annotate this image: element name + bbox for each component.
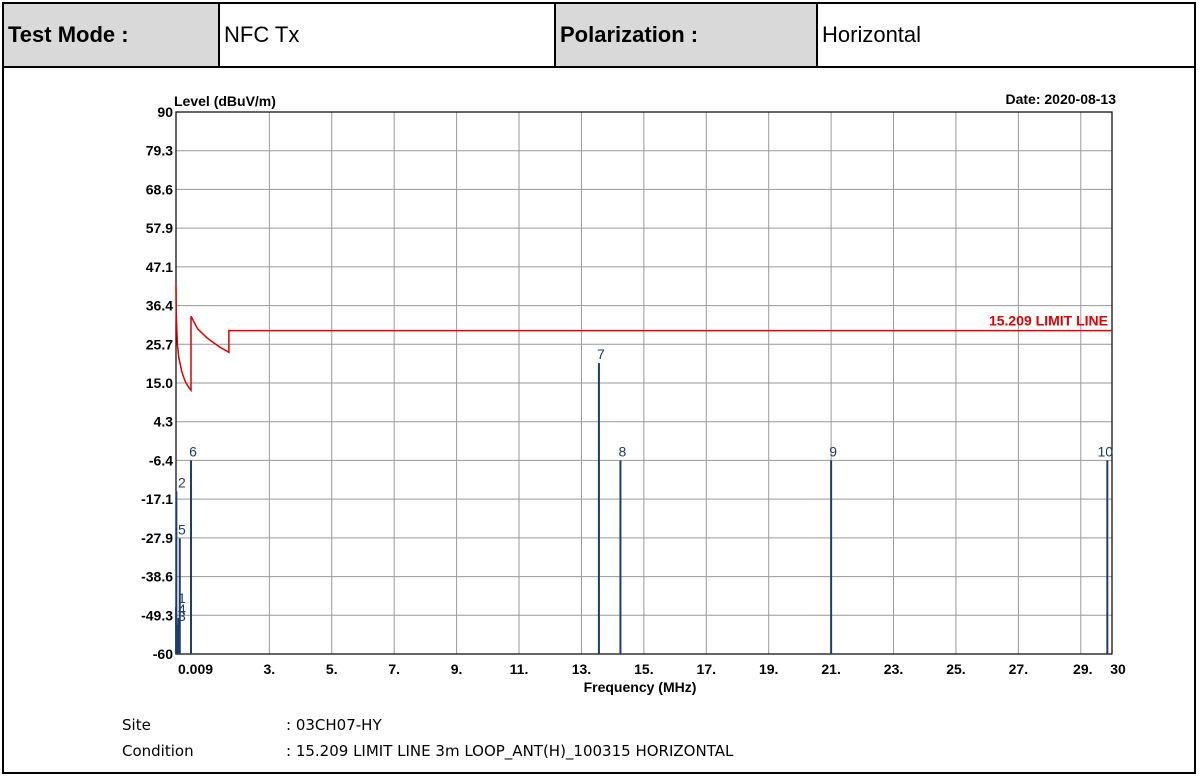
- header-table: Test Mode : NFC Tx Polarization : Horizo…: [4, 4, 1194, 68]
- measurement-label: 3: [178, 608, 186, 624]
- x-tick-label: 0.009: [178, 661, 213, 677]
- y-tick-label: -60: [153, 646, 173, 662]
- y-tick-label: 79.3: [146, 143, 173, 159]
- y-tick-label: -38.6: [141, 569, 173, 585]
- x-tick-label: 17.: [697, 661, 716, 677]
- measurement-label: 2: [178, 474, 186, 490]
- y-tick-label: 68.6: [146, 181, 173, 197]
- x-tick-label: 7.: [388, 661, 400, 677]
- x-tick-label: 27.: [1009, 661, 1028, 677]
- x-tick-label: 3.: [264, 661, 276, 677]
- measurement-label: 4: [178, 601, 186, 617]
- limit-line: [175, 285, 1112, 393]
- x-tick-label: 5.: [326, 661, 338, 677]
- y-tick-label: 15.0: [146, 375, 173, 391]
- y-tick-label: 36.4: [146, 298, 173, 314]
- x-tick-label: 23.: [884, 661, 903, 677]
- x-tick-label: 13.: [572, 661, 591, 677]
- x-tick-label: 29.: [1073, 661, 1092, 677]
- polarization-label: Polarization :: [556, 4, 818, 66]
- measurement-label: 10: [1098, 443, 1114, 459]
- measurement-label: 8: [619, 443, 627, 459]
- measurement-label: 9: [829, 443, 837, 459]
- chart-date: Date: 2020-08-13: [1005, 91, 1116, 107]
- y-tick-label: -27.9: [141, 530, 173, 546]
- x-tick-label: 30: [1110, 661, 1126, 677]
- measurement-label: 5: [178, 521, 186, 537]
- site-value: : 03CH07-HY: [286, 716, 382, 734]
- y-axis-label: Level (dBuV/m): [174, 93, 276, 109]
- y-tick-label: -17.1: [141, 491, 173, 507]
- y-tick-label: -49.3: [141, 607, 173, 623]
- test-mode-label: Test Mode :: [4, 4, 220, 66]
- x-tick-label: 21.: [821, 661, 840, 677]
- y-tick-label: 25.7: [146, 336, 173, 352]
- polarization-value: Horizontal: [822, 22, 922, 47]
- site-label: Site: [122, 716, 151, 734]
- plot-area-border: [175, 111, 1113, 655]
- condition-value: : 15.209 LIMIT LINE 3m LOOP_ANT(H)_10031…: [286, 742, 734, 760]
- limit-line-label: 15.209 LIMIT LINE: [989, 313, 1108, 329]
- test-mode-value: NFC Tx: [220, 4, 556, 66]
- condition-label: Condition: [122, 742, 194, 760]
- measurement-label: 1: [178, 590, 186, 606]
- y-tick-label: -6.4: [149, 452, 173, 468]
- x-tick-label: 15.: [634, 661, 653, 677]
- y-tick-label: 4.3: [154, 414, 174, 430]
- y-tick-label: 47.1: [146, 259, 173, 275]
- x-tick-label: 25.: [946, 661, 965, 677]
- x-axis-label: Frequency (MHz): [584, 679, 697, 695]
- x-tick-label: 11.: [510, 661, 529, 677]
- y-tick-label: 57.9: [146, 220, 173, 236]
- measurement-label: 6: [189, 443, 197, 459]
- measurement-label: 7: [597, 346, 605, 362]
- x-tick-label: 9.: [451, 661, 463, 677]
- x-tick-label: 19.: [759, 661, 778, 677]
- y-tick-label: 90: [157, 104, 173, 120]
